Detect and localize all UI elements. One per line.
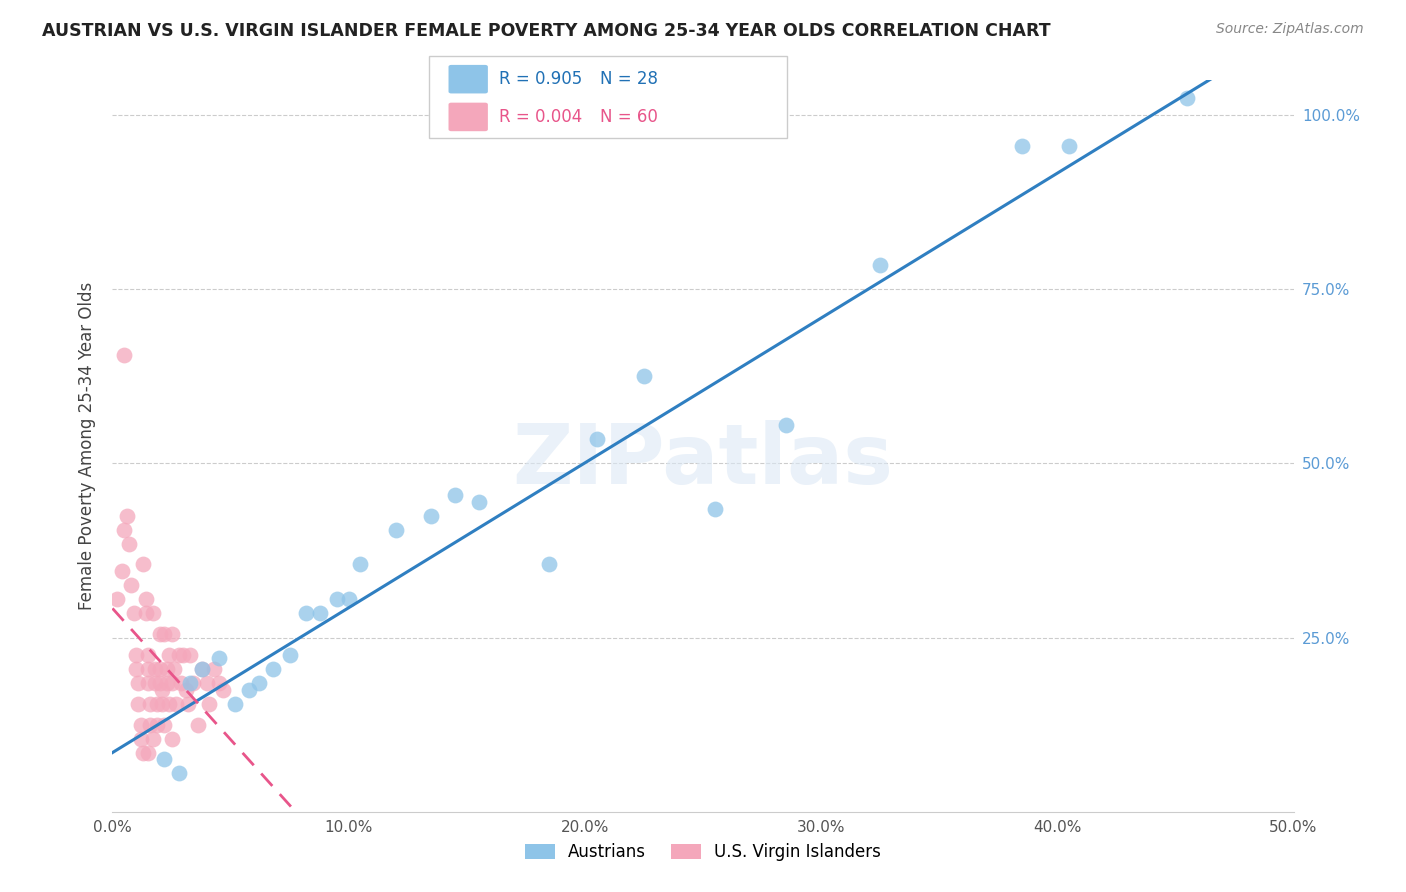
Point — [136, 648, 159, 662]
Point — [167, 766, 190, 780]
Point — [146, 717, 169, 731]
Point — [136, 676, 159, 690]
Y-axis label: Female Poverty Among 25-34 Year Olds: Female Poverty Among 25-34 Year Olds — [77, 282, 96, 610]
Point — [139, 717, 162, 731]
Point — [157, 697, 180, 711]
Point — [115, 508, 138, 523]
Point — [202, 662, 225, 676]
Point — [132, 746, 155, 760]
Point — [135, 592, 157, 607]
Point — [238, 682, 260, 697]
Point — [143, 676, 166, 690]
Point — [153, 752, 176, 766]
Point — [278, 648, 301, 662]
Point — [132, 558, 155, 572]
Point — [153, 717, 176, 731]
Point — [538, 558, 561, 572]
Text: N = 28: N = 28 — [600, 70, 658, 88]
Point — [139, 697, 162, 711]
Point — [163, 662, 186, 676]
Point — [181, 676, 204, 690]
Point — [186, 717, 208, 731]
Point — [177, 697, 200, 711]
Point — [309, 606, 332, 620]
Point — [142, 606, 165, 620]
Point — [143, 662, 166, 676]
Point — [122, 606, 145, 620]
Point — [153, 627, 176, 641]
Point — [633, 369, 655, 384]
Point — [112, 348, 135, 362]
Point — [195, 676, 218, 690]
Point — [349, 558, 371, 572]
Point — [420, 508, 443, 523]
Point — [191, 662, 214, 676]
Point — [703, 501, 725, 516]
Point — [160, 731, 183, 746]
Point — [156, 662, 179, 676]
Text: Source: ZipAtlas.com: Source: ZipAtlas.com — [1216, 22, 1364, 37]
Point — [170, 676, 193, 690]
Point — [467, 494, 489, 508]
Point — [160, 676, 183, 690]
Point — [326, 592, 349, 607]
Point — [295, 606, 318, 620]
Point — [444, 488, 467, 502]
Point — [146, 697, 169, 711]
Point — [125, 648, 148, 662]
Point — [105, 592, 128, 607]
Point — [136, 746, 159, 760]
Point — [165, 697, 187, 711]
Point — [191, 662, 214, 676]
Point — [127, 697, 149, 711]
Point — [179, 676, 201, 690]
Point — [247, 676, 270, 690]
Point — [1011, 139, 1033, 153]
Point — [149, 676, 172, 690]
Point — [150, 682, 173, 697]
Legend: Austrians, U.S. Virgin Islanders: Austrians, U.S. Virgin Islanders — [516, 835, 890, 869]
Point — [111, 565, 134, 579]
Text: N = 60: N = 60 — [600, 108, 658, 126]
Point — [112, 523, 135, 537]
Point — [160, 627, 183, 641]
Point — [149, 662, 172, 676]
Point — [172, 648, 194, 662]
Point — [385, 523, 408, 537]
Point — [167, 648, 190, 662]
Point — [198, 697, 221, 711]
Point — [120, 578, 142, 592]
Text: R = 0.905: R = 0.905 — [499, 70, 582, 88]
Point — [869, 258, 891, 272]
Point — [129, 717, 152, 731]
Point — [127, 676, 149, 690]
Point — [224, 697, 246, 711]
Point — [125, 662, 148, 676]
Point — [179, 648, 201, 662]
Point — [129, 731, 152, 746]
Point — [149, 627, 172, 641]
Point — [136, 662, 159, 676]
Point — [150, 697, 173, 711]
Point — [208, 676, 231, 690]
Point — [212, 682, 235, 697]
Point — [135, 606, 157, 620]
Point — [1057, 139, 1080, 153]
Point — [337, 592, 360, 607]
Text: R = 0.004: R = 0.004 — [499, 108, 582, 126]
Point — [262, 662, 284, 676]
Text: AUSTRIAN VS U.S. VIRGIN ISLANDER FEMALE POVERTY AMONG 25-34 YEAR OLDS CORRELATIO: AUSTRIAN VS U.S. VIRGIN ISLANDER FEMALE … — [42, 22, 1050, 40]
Text: ZIPatlas: ZIPatlas — [513, 420, 893, 501]
Point — [174, 682, 197, 697]
Point — [208, 651, 231, 665]
Point — [118, 536, 141, 550]
Point — [157, 648, 180, 662]
Point — [156, 676, 179, 690]
Point — [775, 418, 797, 433]
Point — [142, 731, 165, 746]
Point — [585, 432, 607, 446]
Point — [1175, 91, 1198, 105]
